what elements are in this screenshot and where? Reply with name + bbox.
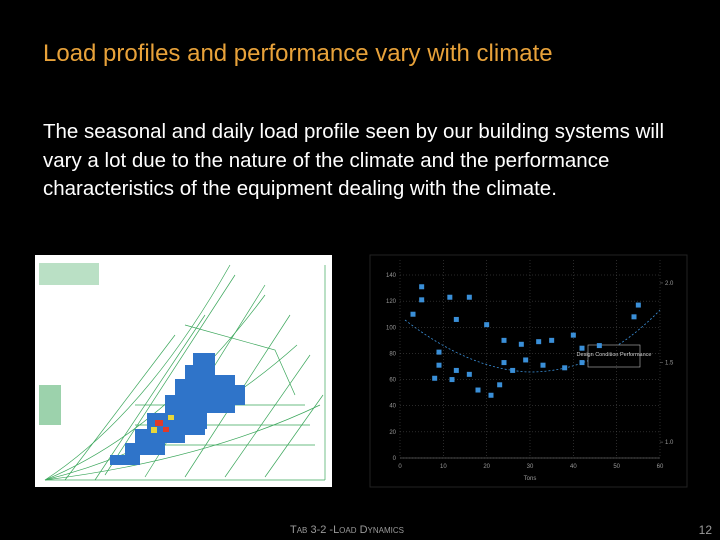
point (501, 360, 507, 366)
point (540, 362, 546, 368)
point (631, 314, 637, 320)
point (484, 322, 490, 328)
y-tick-label: 0 (393, 456, 397, 462)
x-tick-label: 50 (613, 464, 620, 470)
x-axis-label: Tons (524, 476, 537, 482)
y-tick-label: 120 (386, 299, 397, 305)
point (466, 294, 472, 300)
x-tick-label: 10 (440, 464, 447, 470)
point (419, 284, 425, 290)
slide-title: Load profiles and performance vary with … (43, 40, 553, 67)
point (466, 371, 472, 377)
point (549, 337, 555, 343)
x-tick-label: 60 (657, 464, 664, 470)
x-tick-label: 40 (570, 464, 577, 470)
point (436, 362, 442, 368)
y2-tick-label: 1.0 (665, 440, 674, 446)
y-tick-label: 40 (389, 404, 396, 410)
point (596, 343, 602, 349)
page-number: 12 (698, 523, 712, 537)
point (436, 349, 442, 355)
point (579, 360, 585, 366)
point (453, 316, 459, 322)
annotation: Design Condition Performance (577, 352, 652, 358)
y-tick-label: 80 (389, 351, 396, 357)
point (562, 365, 568, 371)
y-tick-label: 140 (386, 273, 397, 279)
point (488, 392, 494, 398)
point (518, 341, 524, 347)
point (570, 332, 576, 338)
point (635, 302, 641, 308)
y2-tick-label: 1.5 (665, 361, 674, 367)
point (579, 345, 585, 351)
y-tick-label: 60 (389, 378, 396, 384)
footer: Tab 3-2 -Load Dynamics (290, 524, 404, 536)
y-tick-label: 20 (389, 430, 396, 436)
psychrometric-chart-image (35, 255, 332, 487)
point (449, 377, 455, 383)
x-tick-label: 0 (398, 464, 402, 470)
point (536, 339, 542, 345)
x-tick-label: 20 (483, 464, 490, 470)
point (410, 311, 416, 317)
point (510, 367, 516, 373)
point (523, 357, 529, 363)
point (453, 367, 459, 373)
point (419, 297, 425, 303)
y2-tick-label: 2.0 (665, 281, 674, 287)
y-tick-label: 100 (386, 325, 397, 331)
x-tick-label: 30 (527, 464, 534, 470)
point (501, 337, 507, 343)
point (447, 294, 453, 300)
point (497, 382, 503, 388)
body-text: The seasonal and daily load profile seen… (43, 120, 665, 201)
point (475, 387, 481, 393)
point (432, 375, 438, 381)
